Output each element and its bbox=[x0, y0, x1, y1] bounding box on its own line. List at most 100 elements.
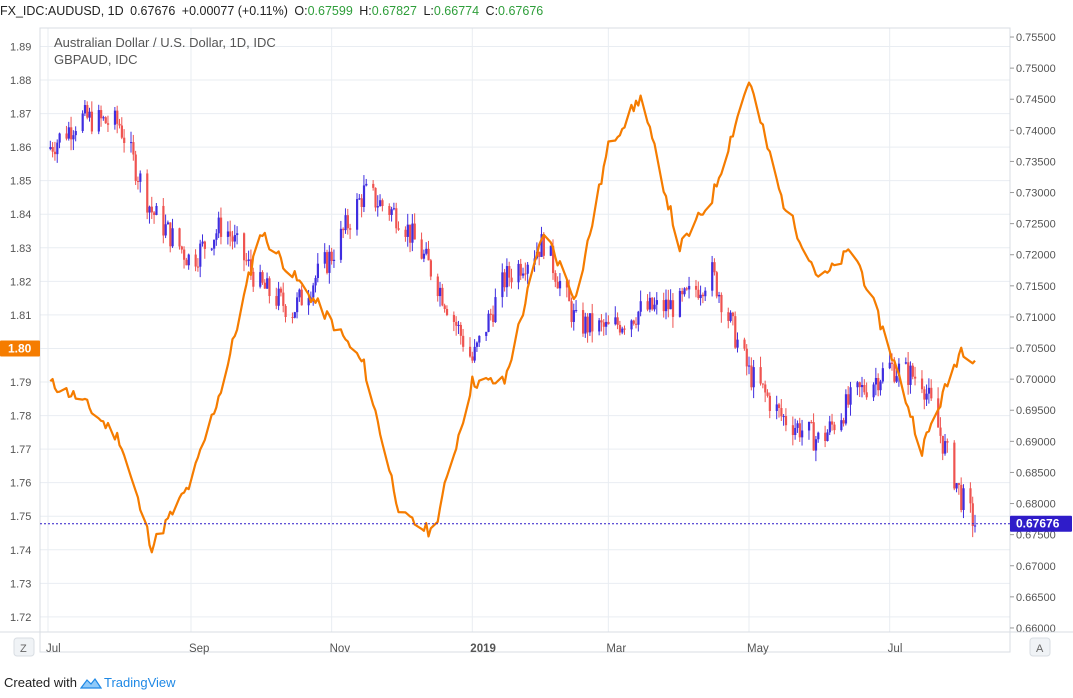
candle-body bbox=[519, 263, 522, 276]
candle-body bbox=[508, 266, 511, 278]
candle-body bbox=[897, 363, 901, 377]
candle-body bbox=[939, 427, 942, 436]
right-tick-label: 0.66500 bbox=[1016, 592, 1056, 604]
candle-body bbox=[794, 427, 797, 436]
candle-body bbox=[74, 131, 77, 136]
left-tick-label: 1.73 bbox=[10, 578, 31, 590]
candle-body bbox=[501, 272, 504, 298]
candle-body bbox=[817, 432, 820, 440]
symbol-label[interactable]: FX_IDC:AUDUSD, 1D bbox=[0, 4, 124, 18]
left-tick-label: 1.88 bbox=[10, 75, 31, 87]
time-axis[interactable]: Jul Sep Nov 2019 Mar May Jul bbox=[46, 643, 902, 655]
price-change: +0.00077 (+0.11%) bbox=[181, 4, 288, 18]
candle-body bbox=[409, 224, 412, 243]
candle-body bbox=[824, 432, 827, 442]
candle-body bbox=[316, 263, 319, 279]
candle-body bbox=[814, 439, 818, 451]
candle-body bbox=[169, 222, 172, 247]
candle-body bbox=[591, 313, 594, 332]
candle-body bbox=[651, 297, 654, 310]
right-tick-label: 0.68000 bbox=[1016, 499, 1056, 511]
candle-body bbox=[291, 317, 294, 319]
candle-body bbox=[247, 259, 250, 261]
candle-body bbox=[681, 290, 684, 295]
candle-body bbox=[178, 228, 181, 247]
auto-scale-left-label: Z bbox=[20, 643, 27, 655]
candle-body bbox=[346, 215, 349, 229]
candle-body bbox=[185, 259, 188, 266]
candle-body bbox=[538, 251, 541, 257]
right-tick-label: 0.74000 bbox=[1016, 125, 1056, 137]
right-tick-label: 0.66000 bbox=[1016, 623, 1056, 635]
candle-body bbox=[962, 488, 965, 511]
left-tick-label: 1.72 bbox=[10, 612, 31, 624]
candle-body bbox=[694, 285, 698, 290]
candle-body bbox=[439, 287, 442, 297]
candle-body bbox=[146, 173, 149, 213]
candle-body bbox=[252, 271, 255, 287]
candle-body bbox=[736, 339, 739, 348]
tradingview-brand-link[interactable]: TradingView bbox=[104, 675, 176, 690]
candle-body bbox=[362, 185, 366, 208]
candle-body bbox=[927, 387, 931, 394]
left-tick-label: 1.78 bbox=[10, 411, 31, 423]
candle-body bbox=[358, 198, 361, 200]
candle-body bbox=[764, 384, 767, 393]
candle-body bbox=[623, 328, 626, 330]
low-label: L: bbox=[423, 4, 434, 18]
candle-body bbox=[895, 376, 898, 382]
left-axis[interactable]: 1.89 1.88 1.87 1.86 1.85 1.84 1.83 1.82 1.81 1.80… bbox=[10, 41, 31, 623]
candle-body bbox=[261, 272, 264, 283]
candle-body bbox=[662, 300, 665, 312]
candle-body bbox=[245, 260, 248, 262]
candle-body bbox=[243, 233, 246, 261]
candle-body bbox=[116, 110, 119, 124]
last-price: 0.67676 bbox=[130, 4, 176, 18]
candle-body bbox=[791, 425, 795, 436]
chart-area[interactable]: 1.89 1.88 1.87 1.86 1.85 1.84 1.83 1.82 1.81 1.80… bbox=[0, 20, 1073, 668]
candle-body bbox=[946, 441, 949, 443]
candle-body bbox=[429, 260, 432, 277]
candle-body bbox=[411, 223, 414, 243]
candle-body bbox=[598, 320, 601, 332]
close-label: C: bbox=[485, 4, 499, 18]
left-tick-label: 1.74 bbox=[10, 545, 31, 557]
candle-body bbox=[748, 365, 751, 367]
candle-body bbox=[798, 423, 801, 438]
auto-scale-right-button[interactable]: A bbox=[1029, 637, 1051, 657]
candle-body bbox=[683, 288, 686, 295]
candle-body bbox=[937, 398, 940, 428]
auto-scale-left-button[interactable]: Z bbox=[13, 637, 35, 657]
candle-body bbox=[233, 235, 236, 242]
candle-body bbox=[471, 356, 474, 361]
time-label: Mar bbox=[606, 643, 626, 655]
candle-body bbox=[443, 305, 446, 309]
candle-body bbox=[187, 254, 190, 266]
high-label: H: bbox=[359, 4, 372, 18]
right-tick-label: 0.74500 bbox=[1016, 94, 1056, 106]
candle-body bbox=[436, 276, 439, 297]
candle-body bbox=[88, 111, 91, 118]
plot-frame bbox=[39, 27, 1011, 653]
right-badge-value: 0.67676 bbox=[1016, 517, 1060, 531]
candle-body bbox=[217, 217, 220, 234]
candle-body bbox=[473, 346, 476, 361]
candle-body bbox=[688, 285, 691, 290]
tradingview-logo-icon[interactable] bbox=[80, 676, 102, 690]
candle-body bbox=[637, 311, 640, 325]
right-tick-label: 0.70500 bbox=[1016, 343, 1056, 355]
candle-body bbox=[618, 324, 622, 333]
right-axis[interactable]: 0.75500 0.75000 0.74500 0.74000 0.73500 0.730… bbox=[1010, 32, 1056, 635]
grid bbox=[40, 28, 1010, 632]
candle-body bbox=[517, 263, 520, 283]
candle-body bbox=[53, 151, 57, 155]
candle-body bbox=[162, 205, 165, 236]
candle-body bbox=[554, 273, 557, 282]
candle-body bbox=[775, 404, 778, 411]
candle-body bbox=[226, 231, 230, 237]
candle-body bbox=[100, 110, 103, 119]
candle-body bbox=[132, 142, 135, 155]
candle-body bbox=[65, 133, 68, 139]
candle-body bbox=[810, 421, 813, 423]
gbpaud-line bbox=[49, 81, 976, 554]
